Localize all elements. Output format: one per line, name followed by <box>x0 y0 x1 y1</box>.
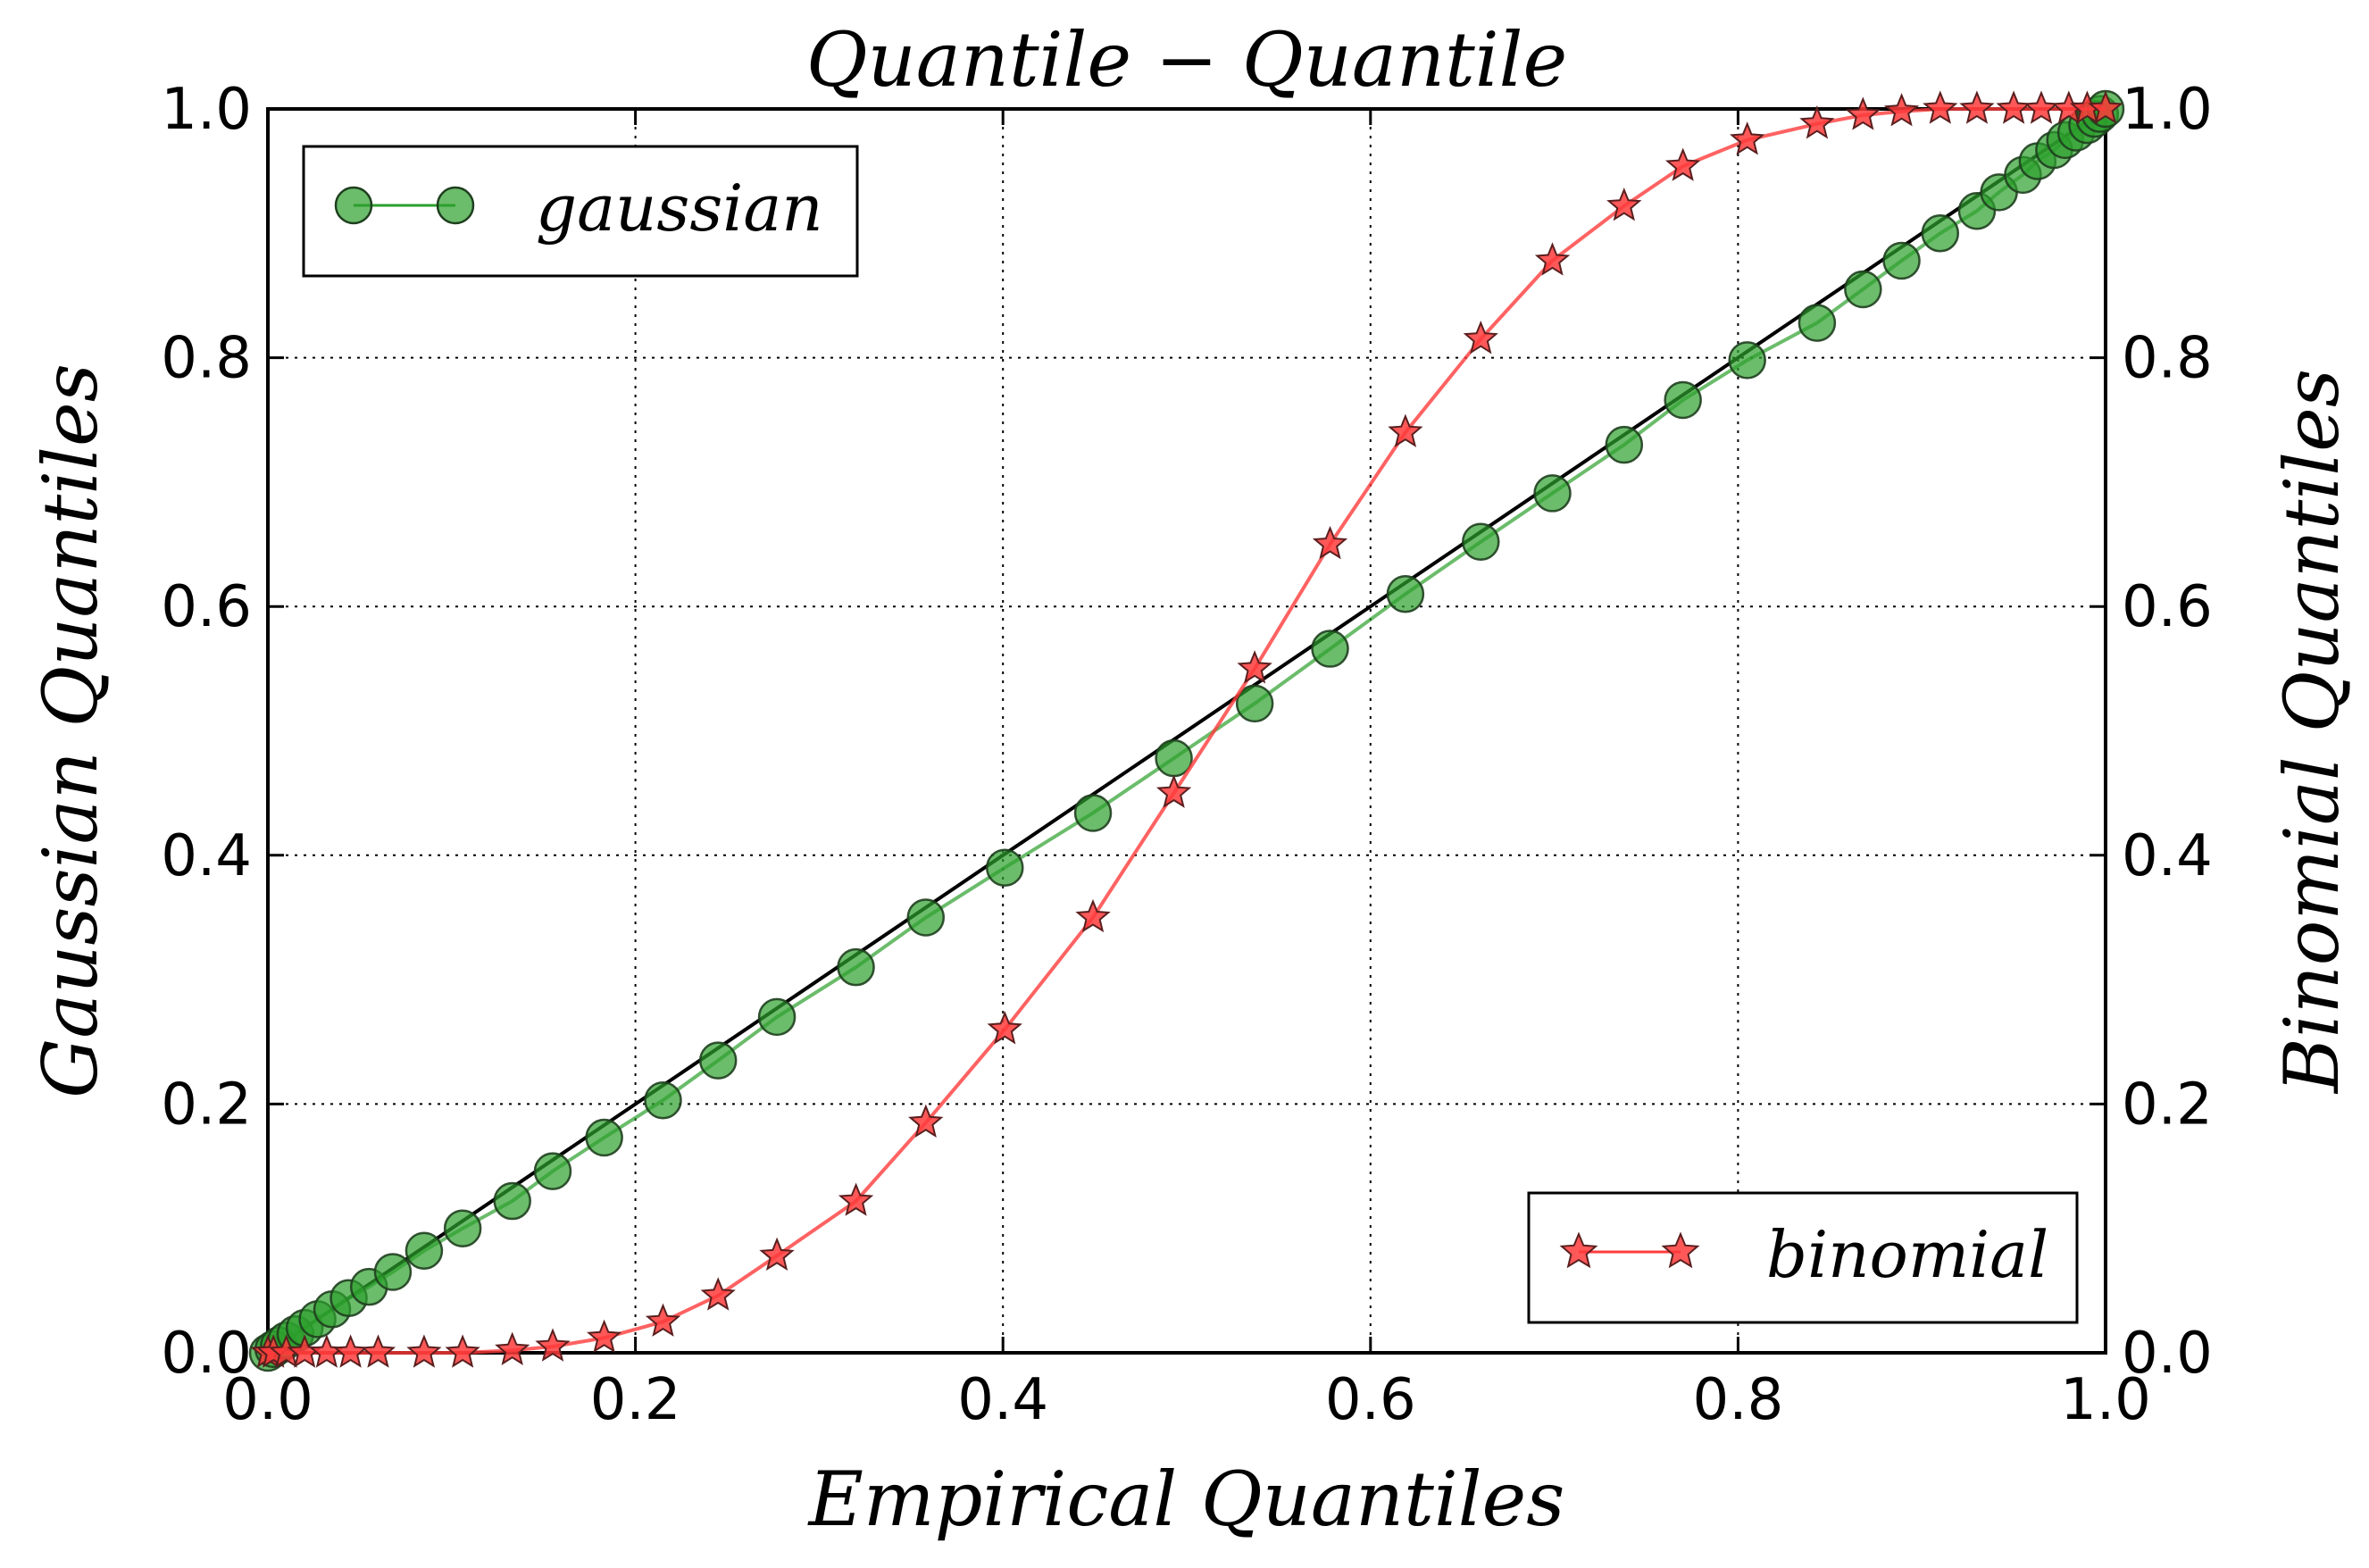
gaussian-point <box>493 1181 531 1221</box>
y-right-tick-label: 0.2 <box>2122 1072 2213 1138</box>
gaussian-point <box>698 1041 738 1080</box>
chart-title: Quantile − Quantile <box>806 16 1567 104</box>
y-left-tick-label: 0.4 <box>161 823 252 889</box>
binomial-point <box>759 1237 795 1272</box>
binomial-point <box>1155 774 1192 808</box>
legend-binomial-label: binomial <box>1766 1217 2048 1292</box>
gaussian-point <box>1728 341 1766 379</box>
binomial-point <box>1845 96 1881 130</box>
gaussian-point <box>1311 630 1349 668</box>
axis-labels: Quantile − Quantile Empirical Quantiles … <box>27 16 2356 1543</box>
gaussian-point <box>906 898 946 937</box>
binomial-point <box>1923 90 1958 124</box>
legend-gaussian-marker <box>436 186 475 225</box>
gaussian-point <box>1386 575 1425 613</box>
binomial-point <box>445 1334 480 1368</box>
y-right-tick-label: 0.0 <box>2122 1321 2213 1387</box>
binomial-point <box>495 1331 530 1365</box>
binomial-point <box>1075 898 1111 933</box>
binomial-series <box>250 90 2123 1368</box>
binomial-point <box>1237 650 1272 684</box>
y-right-tick-label: 0.8 <box>2122 326 2213 392</box>
binomial-point <box>700 1277 736 1311</box>
y-right-tick-label: 1.0 <box>2122 77 2213 143</box>
binomial-point <box>406 1334 442 1368</box>
gaussian-point <box>1844 270 1882 309</box>
y-right-tick-label: 0.4 <box>2122 823 2213 889</box>
y-left-tick-label: 0.6 <box>161 574 252 640</box>
binomial-point <box>838 1182 874 1216</box>
gaussian-point <box>1235 684 1274 723</box>
gaussian-point <box>585 1118 623 1157</box>
x-tick-label: 0.2 <box>590 1367 681 1433</box>
plot-area-frame <box>266 107 2107 1355</box>
gaussian-point <box>1533 474 1572 513</box>
x-tick-label: 0.0 <box>222 1367 313 1433</box>
gaussian-point <box>533 1152 572 1190</box>
gaussian-point <box>373 1253 413 1291</box>
binomial-point <box>1463 321 1498 354</box>
grid-lines <box>268 109 2106 1353</box>
gaussian-point <box>1462 522 1500 562</box>
gaussian-point <box>443 1209 482 1247</box>
gaussian-point <box>1798 304 1837 342</box>
legend-gaussian-box <box>302 145 859 278</box>
gaussian-point <box>644 1080 682 1120</box>
binomial-point <box>1664 147 1701 181</box>
gaussian-point <box>757 997 797 1037</box>
legend-gaussian-marker <box>334 186 373 225</box>
binomial-point <box>1730 121 1765 155</box>
binomial-point <box>360 1334 396 1368</box>
gaussian-point <box>405 1231 444 1271</box>
binomial-point <box>2088 90 2123 124</box>
binomial-point <box>1959 90 1995 124</box>
binomial-point <box>535 1328 571 1362</box>
gaussian-point <box>1921 214 1960 253</box>
y-right-tick-label: 0.6 <box>2122 574 2213 640</box>
axis-ticks: 0.0 0.2 0.4 0.6 0.8 1.00.00.20.40.60.81.00.00… <box>161 77 2213 1433</box>
x-tick-label: 0.8 <box>1693 1367 1784 1433</box>
x-tick-label: 0.6 <box>1325 1367 1416 1433</box>
binomial-point <box>645 1303 681 1337</box>
legend-binomial-marker <box>1661 1231 1700 1269</box>
y-left-tick-label: 0.8 <box>161 326 252 392</box>
x-tick-label: 1.0 <box>2060 1367 2151 1433</box>
binomial-point <box>1799 105 1835 139</box>
binomial-point <box>908 1104 944 1138</box>
binomial-point <box>1883 93 1920 127</box>
legend-binomial: binomial <box>1527 1191 2079 1324</box>
gaussian-point <box>986 848 1024 887</box>
gaussian-point <box>1605 425 1644 464</box>
gaussian-point <box>1073 794 1113 832</box>
legend-gaussian: gaussian <box>302 145 859 278</box>
gaussian-point <box>1664 380 1702 420</box>
binomial-point <box>1534 242 1571 276</box>
y-axis-right-label: Binomial Quantiles <box>2268 369 2356 1095</box>
y-left-tick-label: 0.0 <box>161 1321 252 1387</box>
legend-binomial-box <box>1527 1191 2079 1324</box>
gaussian-point <box>837 947 875 987</box>
gaussian-point <box>1882 241 1921 280</box>
x-axis-label: Empirical Quantiles <box>807 1455 1565 1543</box>
y-left-tick-label: 1.0 <box>161 77 252 143</box>
y-left-tick-label: 0.2 <box>161 1072 252 1138</box>
binomial-point <box>1606 188 1642 221</box>
binomial-point <box>586 1319 622 1353</box>
legend-binomial-marker <box>1559 1231 1598 1269</box>
y-axis-left-label: Gaussian Quantiles <box>27 363 114 1098</box>
binomial-point <box>1388 413 1423 447</box>
binomial-point <box>1312 525 1348 560</box>
gaussian-series <box>248 89 2125 1372</box>
x-tick-label: 0.4 <box>957 1367 1048 1433</box>
binomial-point <box>987 1011 1022 1045</box>
legend-gaussian-label: gaussian <box>536 171 823 246</box>
